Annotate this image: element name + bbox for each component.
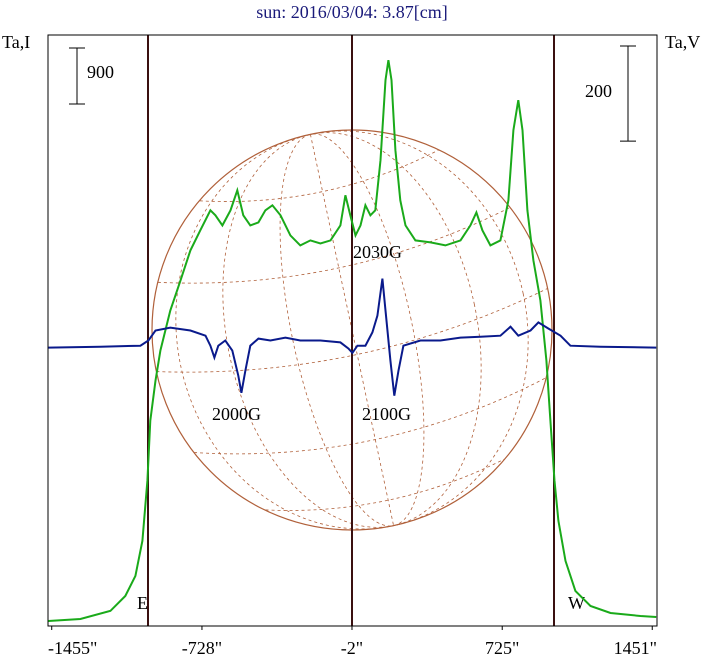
parallel — [157, 207, 511, 284]
parallel — [193, 377, 547, 455]
parallel — [156, 288, 548, 373]
scale-bar-label: 900 — [87, 62, 114, 82]
x-tick-label: -728" — [182, 638, 222, 658]
y-axis-label: Ta,I — [2, 32, 30, 52]
meridian — [279, 133, 425, 527]
annotation: 2000G — [212, 404, 261, 424]
data-line — [48, 278, 657, 396]
chart-title: sun: 2016/03/04: 3.87[cm] — [256, 2, 448, 22]
data-line — [48, 59, 657, 622]
annotation: 2100G — [362, 404, 411, 424]
parallel — [199, 149, 439, 202]
y2-axis-label: Ta,V — [665, 32, 700, 52]
coordinate-grid — [156, 130, 548, 530]
x-tick-label: 1451" — [614, 638, 657, 658]
parallel — [265, 458, 505, 511]
plot-frame — [47, 34, 658, 627]
scale-bar-label: 200 — [585, 81, 612, 101]
x-tick-label: 725" — [485, 638, 519, 658]
scale-bar — [620, 45, 636, 142]
scale-bar — [69, 47, 85, 105]
annotation: 2030G — [353, 242, 402, 262]
x-tick-label: -2" — [341, 638, 363, 658]
annotation: W — [568, 593, 585, 613]
annotation: E — [137, 593, 148, 613]
x-tick-label: -1455" — [48, 638, 97, 658]
